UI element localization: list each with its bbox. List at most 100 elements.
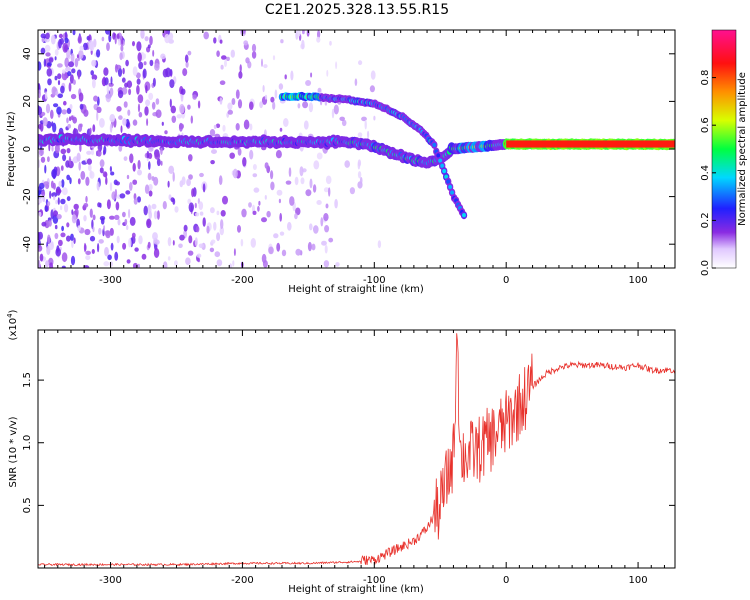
noise-speckle bbox=[118, 115, 123, 120]
noise-speckle bbox=[300, 177, 305, 185]
noise-speckle bbox=[56, 214, 62, 220]
noise-speckle bbox=[53, 195, 56, 201]
noise-speckle bbox=[129, 216, 136, 226]
noise-speckle bbox=[137, 159, 141, 170]
noise-speckle bbox=[313, 160, 320, 170]
noise-speckle bbox=[143, 53, 147, 59]
noise-speckle bbox=[57, 197, 60, 205]
x-tick-label: -100 bbox=[363, 275, 386, 286]
noise-speckle bbox=[114, 251, 119, 261]
noise-speckle bbox=[85, 255, 91, 261]
noise-speckle bbox=[221, 55, 227, 60]
noise-speckle bbox=[63, 100, 67, 106]
noise-speckle bbox=[122, 118, 127, 126]
noise-speckle bbox=[99, 159, 105, 168]
noise-speckle bbox=[60, 165, 64, 171]
noise-speckle bbox=[89, 208, 93, 218]
noise-speckle bbox=[240, 238, 244, 247]
y-tick-label: 0.5 bbox=[22, 497, 33, 513]
noise-speckle bbox=[181, 176, 186, 186]
noise-speckle bbox=[302, 101, 309, 109]
noise-speckle bbox=[279, 231, 285, 236]
noise-speckle bbox=[264, 195, 267, 200]
noise-speckle bbox=[191, 188, 195, 198]
noise-speckle bbox=[323, 187, 330, 193]
noise-speckle bbox=[229, 263, 233, 268]
noise-speckle bbox=[248, 202, 252, 208]
noise-speckle bbox=[129, 181, 133, 191]
noise-speckle bbox=[40, 47, 46, 55]
noise-speckle bbox=[290, 70, 294, 81]
noise-speckle bbox=[125, 59, 129, 67]
noise-speckle bbox=[167, 256, 171, 261]
noise-speckle bbox=[284, 74, 287, 80]
noise-speckle bbox=[115, 181, 120, 186]
noise-speckle bbox=[190, 115, 193, 124]
noise-speckle bbox=[233, 248, 236, 256]
noise-speckle bbox=[339, 116, 346, 122]
noise-speckle bbox=[301, 39, 305, 50]
noise-speckle bbox=[216, 50, 220, 57]
noise-speckle bbox=[229, 152, 235, 159]
noise-speckle bbox=[341, 119, 347, 127]
noise-speckle bbox=[70, 93, 77, 100]
noise-speckle bbox=[132, 179, 138, 185]
noise-speckle bbox=[106, 84, 110, 94]
noise-speckle bbox=[170, 105, 176, 114]
noise-speckle bbox=[114, 34, 117, 45]
colorbar-tick-label: 0.8 bbox=[700, 70, 711, 86]
noise-speckle bbox=[156, 158, 161, 167]
noise-speckle bbox=[59, 205, 63, 211]
noise-speckle bbox=[61, 265, 66, 268]
noise-speckle bbox=[148, 92, 154, 101]
noise-speckle bbox=[243, 40, 249, 46]
noise-speckle bbox=[41, 37, 45, 43]
x-tick-label: 100 bbox=[629, 575, 648, 586]
noise-speckle bbox=[77, 123, 83, 132]
noise-speckle bbox=[272, 101, 276, 110]
y-tick-label: 20 bbox=[22, 95, 33, 108]
noise-speckle bbox=[209, 247, 215, 253]
noise-speckle bbox=[38, 245, 43, 252]
noise-speckle bbox=[359, 177, 363, 185]
noise-speckle bbox=[54, 56, 57, 61]
track-cell bbox=[440, 163, 445, 168]
noise-speckle bbox=[68, 82, 72, 92]
noise-speckle bbox=[91, 249, 95, 254]
noise-speckle bbox=[216, 210, 220, 216]
noise-speckle bbox=[169, 79, 175, 89]
noise-speckle bbox=[47, 78, 52, 86]
noise-speckle bbox=[92, 124, 96, 133]
noise-speckle bbox=[114, 64, 119, 73]
noise-speckle bbox=[169, 98, 172, 108]
noise-speckle bbox=[245, 57, 250, 64]
noise-speckle bbox=[103, 67, 109, 76]
noise-speckle bbox=[211, 149, 217, 155]
noise-speckle bbox=[38, 83, 41, 91]
noise-speckle bbox=[154, 239, 160, 245]
noise-speckle bbox=[270, 170, 274, 180]
noise-speckle bbox=[78, 161, 81, 171]
snr-plot-area bbox=[38, 330, 675, 568]
noise-speckle bbox=[97, 148, 100, 157]
noise-speckle bbox=[239, 64, 242, 73]
noise-speckle bbox=[172, 198, 176, 205]
noise-speckle bbox=[138, 111, 143, 118]
noise-speckle bbox=[199, 172, 204, 178]
noise-speckle bbox=[146, 118, 149, 126]
noise-speckle bbox=[289, 196, 295, 206]
noise-speckle bbox=[72, 79, 76, 85]
noise-speckle bbox=[129, 153, 134, 164]
noise-speckle bbox=[174, 260, 178, 266]
noise-speckle bbox=[121, 77, 126, 83]
noise-speckle bbox=[344, 160, 351, 168]
carrier-band bbox=[506, 140, 675, 148]
noise-speckle bbox=[279, 127, 283, 132]
noise-speckle bbox=[333, 104, 339, 115]
noise-speckle bbox=[278, 198, 281, 204]
x-tick-label: -300 bbox=[99, 275, 122, 286]
noise-speckle bbox=[61, 109, 67, 115]
noise-speckle bbox=[38, 198, 42, 204]
